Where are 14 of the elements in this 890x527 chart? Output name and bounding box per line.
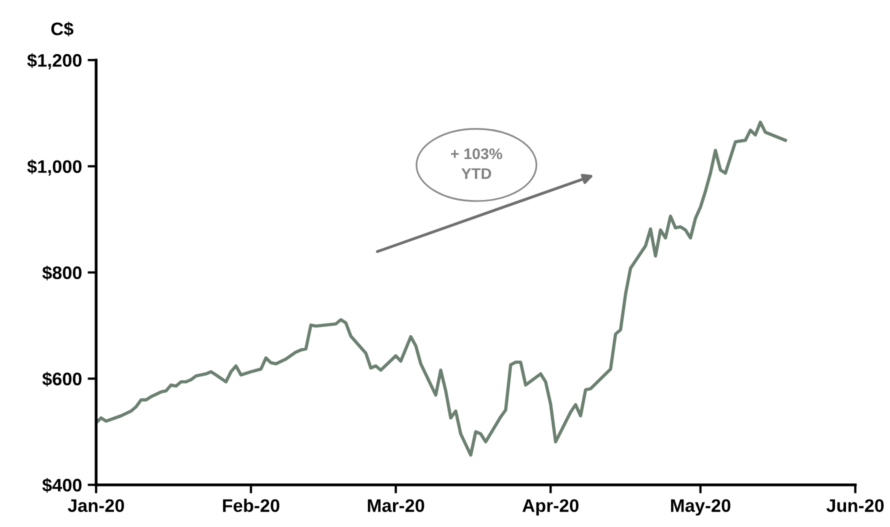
x-tick-label: Mar-20 xyxy=(368,499,424,512)
y-tick-label: $1,200 xyxy=(27,53,82,70)
line-series xyxy=(96,120,787,457)
x-tick-label: Apr-20 xyxy=(522,499,578,516)
y-tick-label: $800 xyxy=(42,266,82,280)
x-tick-label: May-20 xyxy=(671,499,730,516)
y-axis-title: C$ xyxy=(51,22,74,36)
y-tick-label: $600 xyxy=(42,372,82,387)
x-tick-label: Jan-20 xyxy=(68,499,124,512)
y-tick-label: $400 xyxy=(42,478,82,493)
annotation: + 103% YTD xyxy=(450,148,502,179)
x-tick-label: Jun-20 xyxy=(826,499,884,512)
y-tick-label: $1,000 xyxy=(27,159,82,176)
x-tick-label: Feb-20 xyxy=(223,498,280,512)
